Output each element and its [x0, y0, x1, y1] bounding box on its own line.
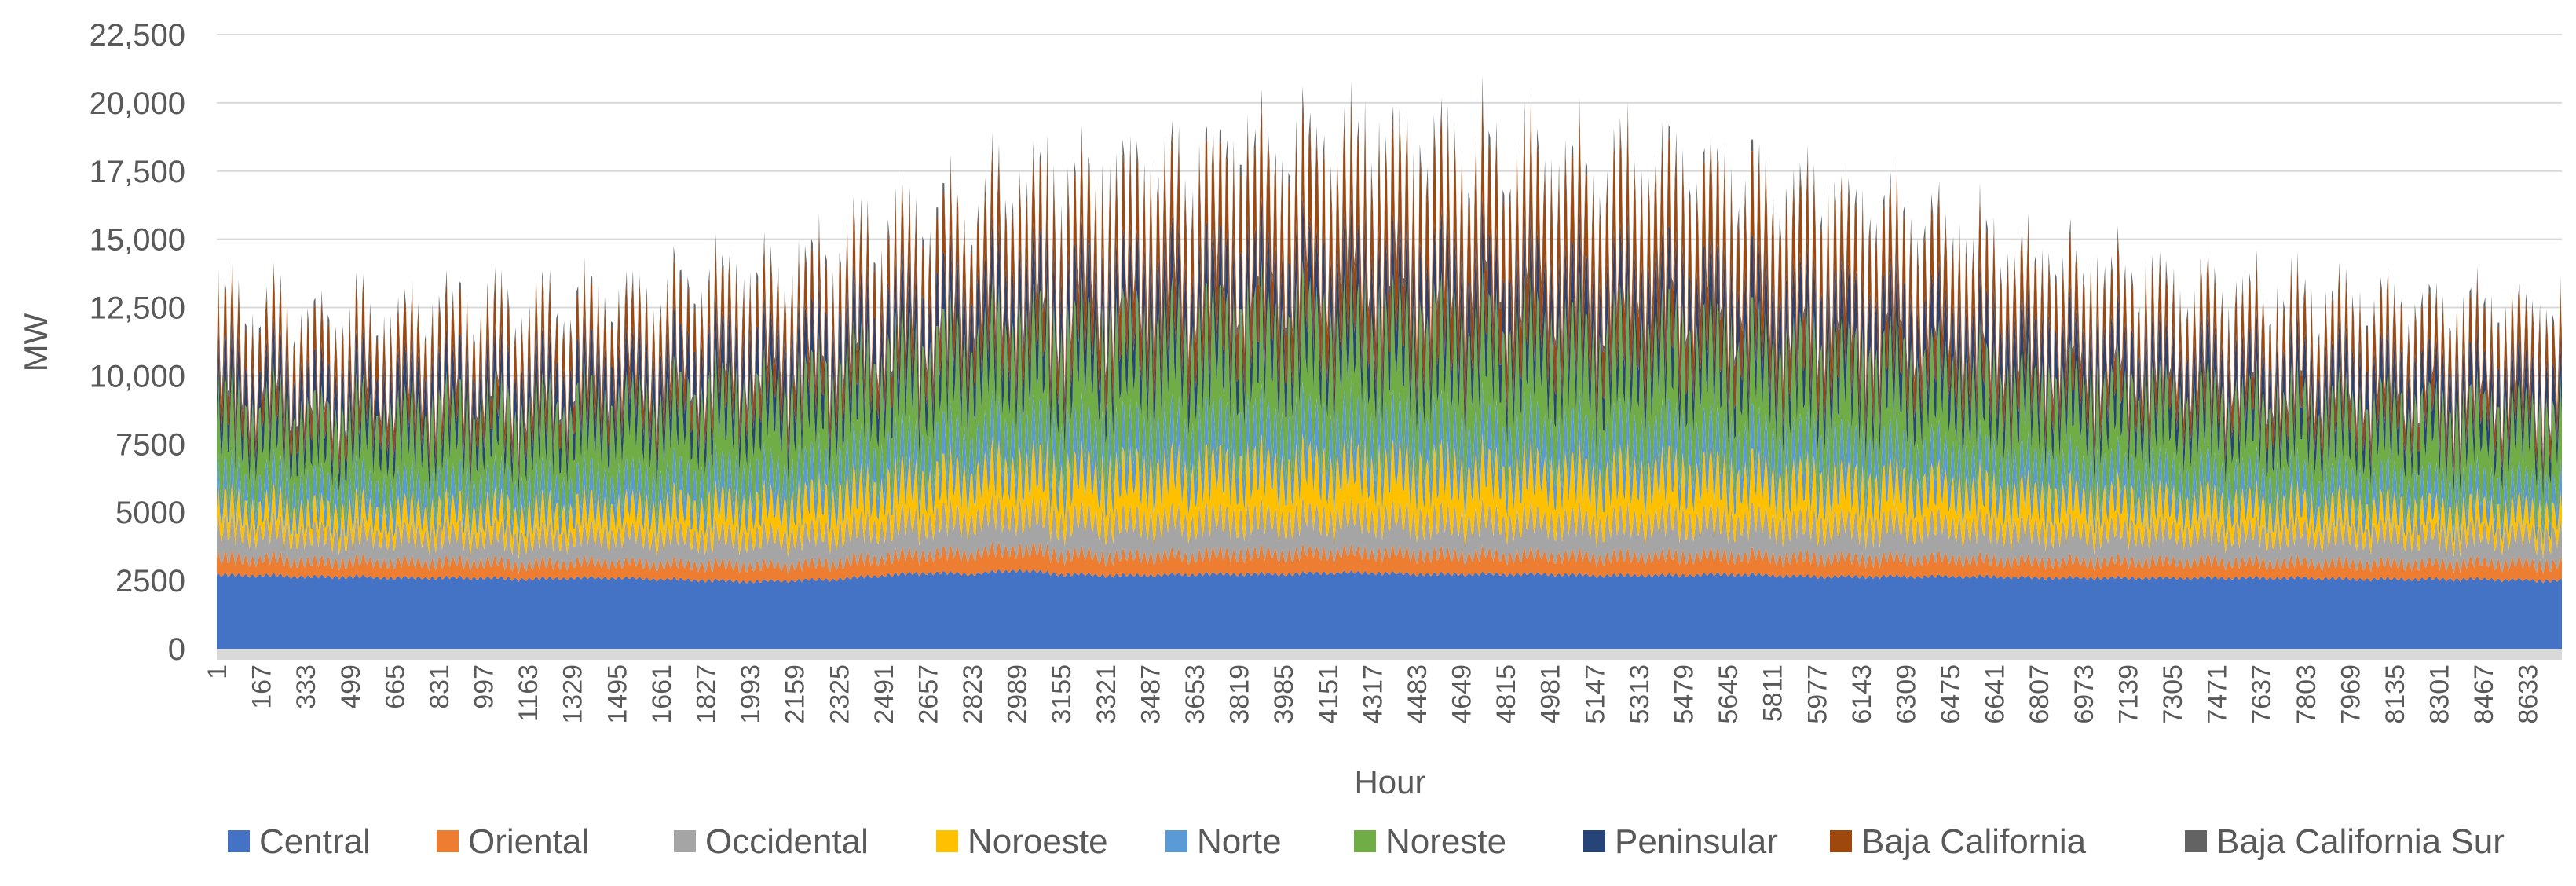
x-tick-label: 1163	[514, 664, 543, 722]
x-tick-label: 5479	[1670, 664, 1700, 724]
x-tick-label: 3819	[1225, 664, 1255, 724]
y-tick-label: 22,500	[90, 18, 185, 53]
y-tick-label: 12,500	[90, 291, 185, 326]
x-tick-label: 1495	[602, 664, 632, 724]
x-tick-label: 2159	[781, 664, 810, 724]
legend-swatch	[2185, 830, 2207, 852]
y-axis-title: MW	[17, 313, 54, 372]
x-tick-label: 3487	[1136, 664, 1165, 724]
x-tick-label: 831	[425, 664, 455, 709]
x-tick-label: 333	[291, 664, 321, 709]
x-tick-label: 7803	[2292, 664, 2322, 724]
x-tick-label: 1993	[736, 664, 766, 724]
x-tick-label: 2325	[825, 664, 854, 724]
series-area-noreste	[217, 257, 2562, 535]
y-tick-label: 10,000	[90, 359, 185, 394]
x-tick-label: 2989	[1003, 664, 1033, 724]
y-tick-label: 0	[168, 632, 185, 667]
legend-label: Norte	[1197, 822, 1282, 861]
x-tick-label: 3155	[1047, 664, 1077, 724]
legend-swatch	[1165, 830, 1187, 852]
legend-label: Noreste	[1385, 822, 1506, 861]
y-tick-label: 7500	[115, 427, 185, 462]
x-tick-label: 4981	[1536, 664, 1566, 724]
x-tick-label: 8135	[2380, 664, 2410, 724]
legend-swatch	[674, 830, 696, 852]
series-area-noroeste	[217, 430, 2562, 560]
y-tick-label: 2500	[115, 564, 185, 599]
x-tick-label: 7637	[2247, 664, 2277, 724]
x-tick-label: 6641	[1981, 664, 2011, 724]
x-tick-label: 2491	[869, 664, 899, 724]
legend-swatch	[228, 830, 250, 852]
x-tick-label: 665	[380, 664, 410, 709]
x-tick-label: 7471	[2203, 664, 2233, 724]
legend-swatch	[1583, 830, 1605, 852]
x-tick-label: 167	[247, 664, 277, 709]
legend-label: Baja California Sur	[2216, 822, 2505, 861]
x-tick-label: 4151	[1314, 664, 1344, 724]
x-tick-label: 4815	[1491, 664, 1521, 724]
x-tick-label: 6309	[1891, 664, 1921, 724]
legend-label: Baja California	[1861, 822, 2087, 861]
x-tick-label: 5977	[1802, 664, 1832, 724]
legend-swatch	[437, 830, 459, 852]
x-tick-label: 7969	[2336, 664, 2366, 724]
x-tick-label: 499	[336, 664, 366, 709]
axes: 0 2500 5000 7500 10,000 12,500 15,000 17,500 20,…	[90, 18, 2562, 724]
series-areas	[217, 75, 2562, 649]
x-tick-label: 7305	[2158, 664, 2188, 724]
x-tick-label: 3985	[1269, 664, 1299, 724]
x-axis-title: Hour	[1354, 763, 1425, 800]
series-area-occidental	[217, 492, 2562, 575]
x-tick-label: 7139	[2113, 664, 2143, 724]
legend-label: Central	[259, 822, 371, 861]
series-area-oriental	[217, 540, 2562, 584]
x-tick-label: 6143	[1847, 664, 1877, 724]
x-tick-label: 5811	[1758, 664, 1788, 722]
x-tick-label: 4649	[1447, 664, 1477, 724]
legend-swatch	[1830, 830, 1852, 852]
x-tick-label: 6475	[1936, 664, 1966, 724]
legend-swatch	[936, 830, 958, 852]
x-tick-label: 6807	[2025, 664, 2055, 724]
x-tick-label: 5645	[1714, 664, 1744, 724]
legend-label: Occidental	[705, 822, 869, 861]
legend-label: Noroeste	[968, 822, 1108, 861]
y-tick-label: 5000	[115, 496, 185, 530]
y-tick-label: 20,000	[90, 86, 185, 121]
x-tick-label: 8301	[2425, 664, 2455, 724]
series-area-norte	[217, 379, 2562, 548]
x-tick-label: 1827	[692, 664, 722, 724]
x-tick-label: 5313	[1625, 664, 1655, 724]
x-tick-label: 2657	[913, 664, 943, 724]
x-tick-label: 1661	[647, 664, 677, 724]
x-tick-label: 8467	[2469, 664, 2499, 724]
x-tick-label: 8633	[2514, 664, 2544, 724]
legend-label: Oriental	[468, 822, 589, 861]
legend-label: Peninsular	[1615, 822, 1778, 861]
y-tick-label: 17,500	[90, 155, 185, 189]
legend-swatch	[1354, 830, 1376, 852]
x-tick-label: 1	[203, 664, 232, 679]
x-tick-label: 3321	[1092, 664, 1122, 724]
x-tick-label: 6973	[2069, 664, 2099, 724]
series-area-central	[217, 569, 2562, 649]
x-tick-label: 997	[470, 664, 499, 709]
legend: Central Oriental Occidental Noroeste Norte No…	[228, 822, 2505, 861]
x-axis-line	[217, 649, 2562, 660]
x-tick-label: 1329	[558, 664, 588, 724]
x-tick-label: 5147	[1580, 664, 1610, 724]
y-tick-label: 15,000	[90, 223, 185, 258]
x-tick-label: 4483	[1403, 664, 1433, 724]
x-tick-label: 3653	[1180, 664, 1210, 724]
x-tick-label: 4317	[1358, 664, 1388, 724]
x-tick-label: 2823	[958, 664, 988, 724]
